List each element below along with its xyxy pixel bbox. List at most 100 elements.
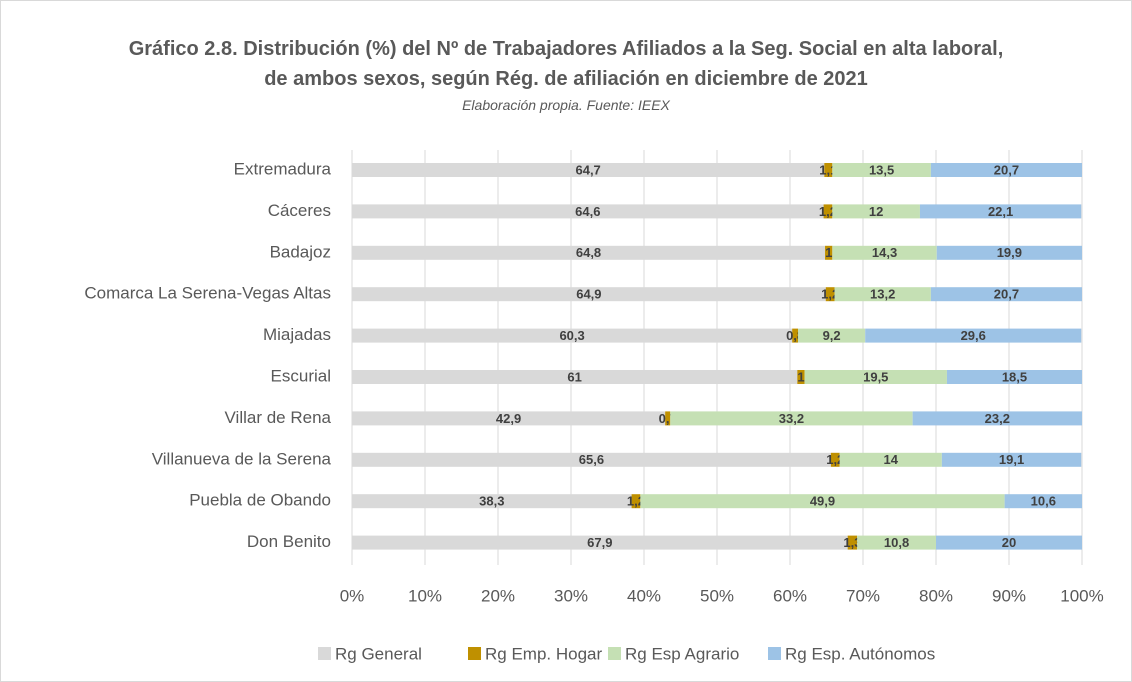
y-tick-label: Puebla de Obando bbox=[189, 491, 331, 510]
legend-swatch bbox=[318, 647, 331, 660]
bar-segment bbox=[352, 287, 826, 302]
x-tick-label: 10% bbox=[408, 586, 442, 605]
bar-segment bbox=[936, 245, 1082, 260]
x-tick-label: 40% bbox=[627, 586, 661, 605]
legend-swatch bbox=[468, 647, 481, 660]
data-label: 60,3 bbox=[559, 328, 584, 343]
data-label: 14 bbox=[884, 452, 899, 467]
data-label: 1 bbox=[825, 245, 832, 260]
data-label: 10,6 bbox=[1031, 494, 1056, 509]
bar-segment bbox=[797, 370, 805, 384]
data-label: 49,9 bbox=[810, 494, 835, 509]
bar-segment bbox=[665, 411, 671, 426]
y-tick-label: Villar de Rena bbox=[225, 408, 332, 427]
x-tick-label: 20% bbox=[481, 586, 515, 605]
data-label: 19,5 bbox=[863, 369, 888, 384]
bar-segment bbox=[941, 452, 1082, 467]
data-label: 64,6 bbox=[575, 204, 600, 219]
data-label: 12 bbox=[869, 204, 883, 219]
bar-segment bbox=[823, 204, 833, 219]
legend-label: Rg Esp Agrario bbox=[625, 644, 739, 663]
data-label: 20 bbox=[1002, 535, 1016, 550]
bar-segment bbox=[832, 245, 937, 260]
bar-segment bbox=[865, 328, 1082, 343]
bar-segment bbox=[804, 370, 947, 384]
bar-segment bbox=[825, 245, 833, 260]
data-label: 38,3 bbox=[479, 494, 504, 509]
y-tick-label: Miajadas bbox=[263, 325, 331, 344]
data-label: 64,8 bbox=[576, 245, 601, 260]
data-label: 20,7 bbox=[994, 287, 1019, 302]
data-label: 1,3 bbox=[843, 535, 861, 550]
x-tick-label: 80% bbox=[919, 586, 953, 605]
bar-segment bbox=[352, 163, 825, 177]
x-tick-label: 100% bbox=[1060, 586, 1103, 605]
bar-segment bbox=[792, 328, 799, 343]
bar-segment bbox=[830, 452, 840, 467]
bar-segment bbox=[839, 452, 942, 467]
bar-segment bbox=[930, 163, 1082, 177]
bar-segment bbox=[847, 535, 858, 550]
bar-segment bbox=[919, 204, 1082, 219]
bar-segment bbox=[825, 287, 835, 302]
chart-title: Gráfico 2.8. Distribución (%) del Nº de … bbox=[128, 38, 1004, 90]
legend-swatch bbox=[768, 647, 781, 660]
bar-segment bbox=[670, 411, 913, 426]
legend-label: Rg General bbox=[335, 644, 422, 663]
data-label: 18,5 bbox=[1002, 369, 1027, 384]
data-label: 42,9 bbox=[496, 411, 521, 426]
data-label: 64,9 bbox=[576, 287, 601, 302]
x-tick-label: 90% bbox=[992, 586, 1026, 605]
x-tick-label: 70% bbox=[846, 586, 880, 605]
bar-segment bbox=[946, 370, 1082, 384]
bar-segment bbox=[824, 163, 833, 177]
bar-segment bbox=[640, 494, 1005, 509]
chart-subtitle: Elaboración propia. Fuente: IEEX bbox=[462, 97, 670, 113]
y-tick-label: Extremadura bbox=[234, 159, 332, 178]
data-label: 13,2 bbox=[870, 287, 895, 302]
bar-segment bbox=[1004, 494, 1082, 509]
x-tick-label: 60% bbox=[773, 586, 807, 605]
data-label: 14,3 bbox=[872, 245, 897, 260]
bar-segment bbox=[352, 535, 848, 550]
legend-label: Rg Emp. Hogar bbox=[485, 644, 602, 663]
data-label: 1 bbox=[797, 369, 804, 384]
data-label: 10,8 bbox=[884, 535, 909, 550]
data-label: 61 bbox=[567, 369, 581, 384]
bar-segment bbox=[352, 245, 826, 260]
data-label: 22,1 bbox=[988, 204, 1013, 219]
bar-segment bbox=[352, 494, 632, 509]
bar-segment bbox=[930, 287, 1082, 302]
data-label: 19,1 bbox=[999, 452, 1024, 467]
bar-segment bbox=[352, 452, 831, 467]
data-label: 13,5 bbox=[869, 162, 894, 177]
data-label: 19,9 bbox=[997, 245, 1022, 260]
legend-swatch bbox=[608, 647, 621, 660]
x-tick-label: 0% bbox=[340, 586, 365, 605]
bar-segment bbox=[857, 535, 936, 550]
y-tick-label: Comarca La Serena-Vegas Altas bbox=[84, 284, 331, 303]
bar-segment bbox=[631, 494, 641, 509]
x-tick-label: 30% bbox=[554, 586, 588, 605]
data-label: 23,2 bbox=[985, 411, 1010, 426]
data-label: 65,6 bbox=[579, 452, 604, 467]
bar-segment bbox=[834, 287, 931, 302]
bar-segment bbox=[832, 204, 920, 219]
legend-label: Rg Esp. Autónomos bbox=[785, 644, 935, 663]
y-tick-label: Don Benito bbox=[247, 532, 331, 551]
data-label: 67,9 bbox=[587, 535, 612, 550]
data-label: 9,2 bbox=[823, 328, 841, 343]
data-label: 33,2 bbox=[779, 411, 804, 426]
bar-segment bbox=[352, 204, 824, 219]
bar-segment bbox=[798, 328, 866, 343]
x-tick-label: 50% bbox=[700, 586, 734, 605]
bar-segment bbox=[912, 411, 1082, 426]
bar-segment bbox=[352, 370, 798, 384]
y-tick-label: Cáceres bbox=[268, 201, 331, 220]
data-label: 20,7 bbox=[994, 162, 1019, 177]
y-tick-label: Badajoz bbox=[270, 242, 331, 261]
y-tick-label: Villanueva de la Serena bbox=[152, 449, 332, 468]
data-label: 64,7 bbox=[575, 162, 600, 177]
